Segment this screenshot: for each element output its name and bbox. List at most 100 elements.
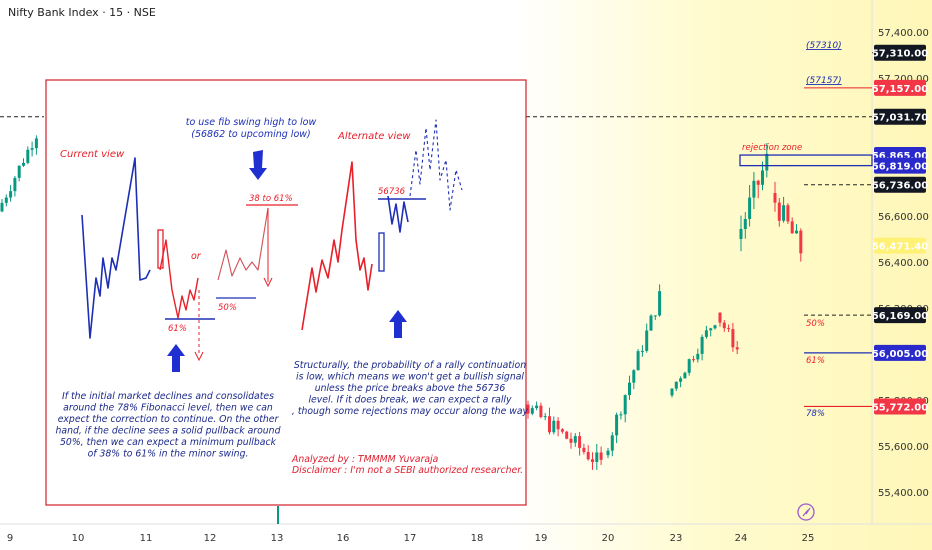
candle-body (619, 414, 623, 416)
label-61: 61% (168, 324, 187, 334)
candle-body (556, 420, 560, 430)
candle-body (748, 197, 752, 219)
y-tick-label-7: 55,400.00 (878, 488, 929, 499)
tradingview-logo-icon (797, 503, 815, 521)
candle-body (722, 322, 726, 329)
candle-body (679, 378, 683, 382)
candle-body (543, 416, 547, 418)
alternate-projection-wave (409, 119, 463, 211)
candle-body (731, 329, 735, 348)
candle-body (765, 153, 769, 171)
candle-body (718, 312, 722, 323)
candle-body (13, 177, 17, 192)
candle-body (743, 218, 747, 229)
candle-marker-red-1 (157, 229, 164, 269)
candle-body (799, 230, 803, 254)
candle-body (9, 191, 13, 198)
candle-body (739, 228, 743, 239)
candle-body (653, 315, 657, 317)
right-text-line-4: , though some rejections may occur along… (292, 406, 529, 417)
candle-body (34, 138, 38, 149)
candle-body (687, 359, 691, 373)
x-tick-label-4: 13 (271, 533, 284, 544)
y-tick-label-1: 57,200.00 (878, 74, 929, 85)
candle-body (713, 325, 717, 329)
current-view-decline (159, 239, 199, 319)
candle-body (591, 459, 594, 462)
candle-body (586, 452, 590, 460)
arrow-down-icon (249, 150, 267, 180)
projection-arrowhead (194, 351, 204, 362)
fib-78-label: 78% (806, 409, 825, 419)
label-or: or (191, 251, 202, 262)
level-label-57157: (57157) (806, 76, 842, 86)
annotation-box (45, 79, 527, 506)
left-text-line-1: around the 78% Fibonacci level, then we … (63, 403, 273, 414)
candle-body (26, 149, 30, 163)
candle-body (552, 420, 556, 433)
candle-body (761, 170, 764, 185)
price-tag-6: 56,471.40 (872, 242, 928, 253)
price-tag-7: 56,169.00 (872, 311, 928, 322)
x-tick-label-8: 19 (535, 533, 548, 544)
label-56736: 56736 (378, 187, 406, 197)
rejection-zone-box (739, 154, 873, 167)
pullback-arrowhead (263, 277, 273, 288)
right-text-line-2: unless the price breaks above the 56736 (315, 383, 506, 394)
candle-body (573, 436, 577, 443)
alternate-view-label: Alternate view (337, 131, 411, 142)
right-text-line-0: Structurally, the probability of a rally… (294, 360, 526, 371)
y-tick-label-6: 55,600.00 (878, 442, 929, 453)
price-tag-bg-5 (874, 176, 926, 193)
candle-body (30, 148, 34, 150)
left-text-line-2: expect the correction to continue. On th… (58, 414, 280, 425)
price-tag-5: 56,736.00 (872, 181, 928, 192)
fib-50-label: 50% (806, 319, 825, 329)
price-tag-bg-7 (874, 307, 926, 324)
left-text-line-4: 50%, then we can expect a minimum pullba… (60, 437, 277, 448)
candle-body (773, 193, 777, 203)
x-tick-label-9: 20 (602, 533, 615, 544)
candle-body (696, 353, 700, 360)
price-tag-bg-0 (874, 44, 926, 61)
candle-body (610, 435, 614, 451)
alternate-rally-wave (387, 195, 409, 233)
candle-body (569, 438, 573, 443)
candle-body (535, 405, 539, 409)
candle-body (595, 452, 599, 462)
candle-body (17, 165, 21, 178)
candle-body (752, 180, 756, 198)
x-tick-label-1: 10 (72, 533, 85, 544)
candle-body (795, 230, 798, 234)
right-text-line-1: is low, which means we won't get a bulli… (296, 372, 524, 383)
candle-body (674, 381, 678, 389)
level-label-57310: (57310) (806, 41, 842, 51)
candle-body (640, 350, 644, 352)
arrow-up-icon (167, 344, 185, 372)
price-tag-8: 56,005.00 (872, 349, 928, 360)
left-text-line-5: of 38% to 61% in the minor swing. (88, 449, 249, 460)
x-tick-label-6: 17 (404, 533, 417, 544)
x-tick-label-5: 16 (337, 533, 350, 544)
price-tag-bg-4 (874, 157, 926, 174)
candle-body (599, 452, 603, 460)
candle-body (735, 347, 739, 350)
candle-body (548, 416, 551, 433)
candle-body (756, 180, 760, 185)
price-tag-bg-2 (874, 108, 926, 125)
candle-body (658, 291, 662, 316)
y-tick-label-3: 56,400.00 (878, 258, 929, 269)
candle-body (704, 330, 708, 337)
tradingview-logo-bolt (802, 507, 811, 517)
chart-title: Nifty Bank Index · 15 · NSE (8, 6, 156, 19)
x-tick-label-2: 11 (140, 533, 153, 544)
pullback-wave (217, 207, 269, 281)
candle-body (782, 205, 786, 221)
label-38-61: 38 to 61% (249, 194, 293, 204)
fib-note-line-1: to use fib swing high to low (186, 117, 317, 128)
current-view-wave (81, 157, 151, 339)
candle-body (670, 388, 674, 396)
candle-body (578, 436, 582, 448)
